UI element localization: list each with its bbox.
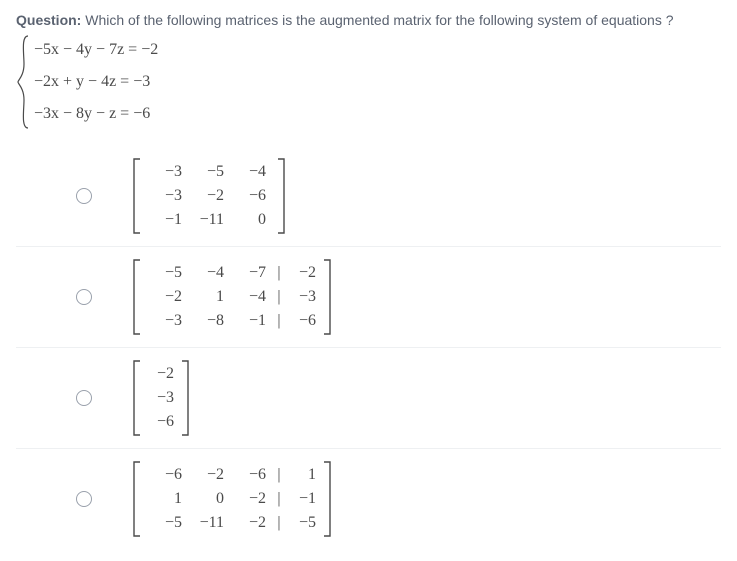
matrix-cell: −4	[230, 160, 272, 184]
augment-bar-icon: |	[272, 261, 286, 285]
option-row: −3−5−4 −3−2−6 −1−110	[16, 146, 721, 247]
matrix-cell: −3	[146, 160, 188, 184]
matrix-cell: −3	[146, 309, 188, 333]
matrix-cell: −2	[188, 463, 230, 487]
radio-option-2[interactable]	[76, 289, 92, 305]
matrix-cell: −11	[188, 208, 230, 232]
matrix-cell: −6	[146, 410, 176, 434]
option-row: −6−2−6|110−2|−1−5−11−2|−5	[16, 449, 721, 549]
bracket-left-icon	[132, 259, 140, 335]
matrix-cell: −7	[230, 261, 272, 285]
matrix-cell: −1	[230, 309, 272, 333]
matrix-cell: −6	[146, 463, 188, 487]
matrix-cell: −6	[230, 463, 272, 487]
question-label: Question:	[16, 12, 81, 28]
equation-system: −5x − 4y − 7z = −2 −2x + y − 4z = −3 −3x…	[16, 34, 721, 130]
matrix-cell: −4	[188, 261, 230, 285]
matrix: −5−4−7|−2−21−4|−3−3−8−1|−6	[132, 259, 332, 335]
bracket-right-icon	[324, 461, 332, 537]
matrix-cell: 1	[286, 463, 318, 487]
matrix-cell: −2	[146, 285, 188, 309]
matrix-cell: −2	[286, 261, 318, 285]
options-list: −3−5−4−3−2−6−1−110−5−4−7|−2−21−4|−3−3−8−…	[16, 146, 721, 549]
bracket-left-icon	[132, 461, 140, 537]
equation-3: −3x − 8y − z = −6	[34, 98, 158, 130]
matrix: −3−5−4 −3−2−6 −1−110	[132, 158, 286, 234]
radio-option-1[interactable]	[76, 188, 92, 204]
matrix: −6−2−6|110−2|−1−5−11−2|−5	[132, 461, 332, 537]
matrix-cell: −3	[146, 184, 188, 208]
option-row: −2−3−6	[16, 348, 721, 449]
bracket-right-icon	[278, 158, 286, 234]
radio-option-4[interactable]	[76, 491, 92, 507]
matrix-cell: −2	[146, 362, 176, 386]
question-line: Question: Which of the following matrice…	[16, 12, 721, 28]
bracket-right-icon	[324, 259, 332, 335]
matrix-cell: −5	[146, 261, 188, 285]
bracket-left-icon	[132, 158, 140, 234]
matrix: −2−3−6	[132, 360, 190, 436]
matrix-cell: −1	[286, 487, 318, 511]
radio-option-3[interactable]	[76, 390, 92, 406]
option-row: −5−4−7|−2−21−4|−3−3−8−1|−6	[16, 247, 721, 348]
matrix-cell: 1	[188, 285, 230, 309]
left-brace-icon	[16, 34, 30, 130]
augment-bar-icon: |	[272, 285, 286, 309]
matrix-cell: −4	[230, 285, 272, 309]
augment-bar-icon: |	[272, 487, 286, 511]
matrix-cell: −5	[188, 160, 230, 184]
equation-1: −5x − 4y − 7z = −2	[34, 34, 158, 66]
bracket-right-icon	[182, 360, 190, 436]
matrix-cell: −8	[188, 309, 230, 333]
matrix-cell: 0	[188, 487, 230, 511]
matrix-cell: 0	[230, 208, 272, 232]
matrix-cell: −3	[146, 386, 176, 410]
matrix-cell: −3	[286, 285, 318, 309]
question-text: Which of the following matrices is the a…	[81, 12, 673, 28]
bracket-left-icon	[132, 360, 140, 436]
augment-bar-icon: |	[272, 309, 286, 333]
augment-bar-icon: |	[272, 463, 286, 487]
matrix-cell: 1	[146, 487, 188, 511]
matrix-cell: −1	[146, 208, 188, 232]
matrix-cell: −2	[230, 487, 272, 511]
matrix-cell: −2	[188, 184, 230, 208]
equation-2: −2x + y − 4z = −3	[34, 66, 158, 98]
matrix-cell: −6	[230, 184, 272, 208]
matrix-cell: −6	[286, 309, 318, 333]
